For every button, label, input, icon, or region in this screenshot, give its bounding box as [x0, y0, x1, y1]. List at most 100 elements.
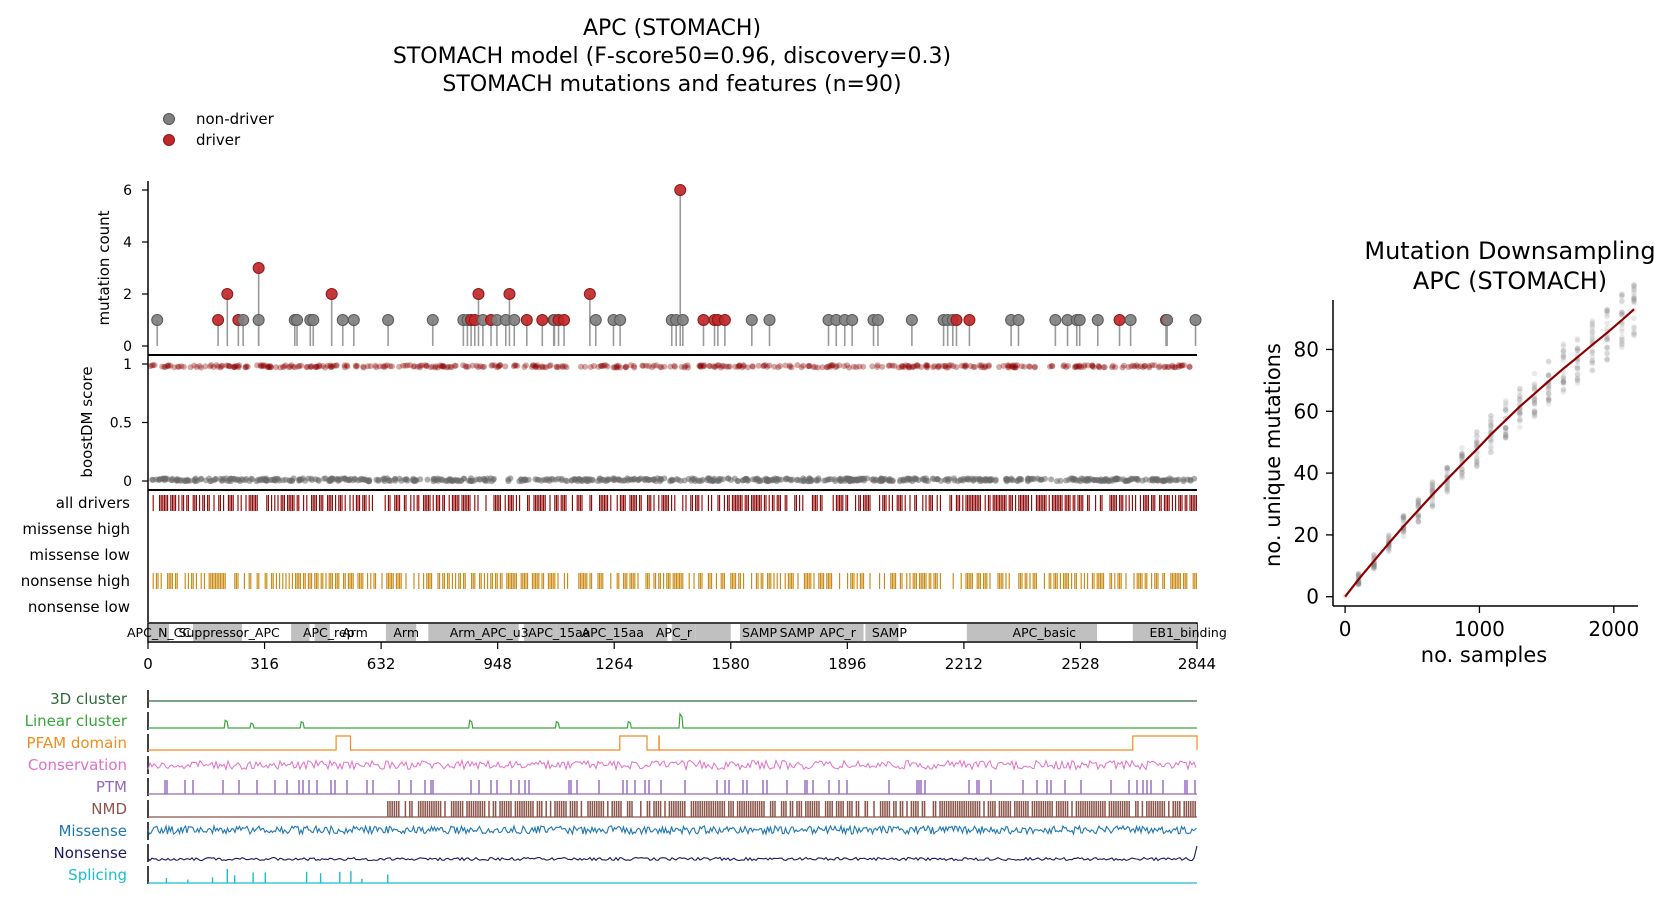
boostdm-point-driver — [258, 363, 264, 370]
downsampling-point — [1560, 347, 1567, 354]
feature-label: Splicing — [68, 866, 127, 884]
downsampling-point — [1429, 481, 1436, 488]
feature-label: Missense — [58, 822, 127, 840]
downsampling-point — [1589, 359, 1596, 366]
boostdm-point-driver — [259, 362, 266, 369]
downsampling-point — [1444, 488, 1450, 495]
boostdm-point-driver — [298, 362, 305, 369]
downsampling-point — [1619, 341, 1625, 348]
downsampling-point — [1444, 486, 1450, 492]
boostdm-point-passenger — [611, 477, 617, 484]
boostdm-point-driver — [939, 363, 946, 369]
boostdm-point-driver — [559, 363, 566, 369]
downsampling-point — [1545, 401, 1552, 407]
driver-tracks-panel: all drivers missense high missense low nons… — [21, 490, 1197, 622]
boostdm-point-driver — [229, 363, 236, 370]
boostdm-point-driver — [290, 363, 297, 370]
downsampling-point — [1400, 514, 1407, 520]
downsampling-point — [1474, 438, 1480, 444]
lollipop-head-driver — [221, 288, 234, 300]
boostdm-point-driver — [432, 364, 439, 371]
boostdm-point-driver — [931, 363, 938, 370]
boostdm-point-driver — [735, 363, 742, 370]
boostdm-point-driver — [148, 362, 155, 369]
boostdm-point-passenger — [558, 475, 565, 482]
boostdm-point-driver — [740, 363, 747, 370]
boostdm-point-driver — [886, 362, 893, 369]
boostdm-point-driver — [1084, 362, 1091, 369]
downsampling-point — [1619, 328, 1625, 335]
downsampling-point — [1415, 519, 1422, 525]
boostdm-point-passenger — [1122, 477, 1129, 484]
downsampling-point — [1502, 400, 1509, 406]
boostdm-point-driver — [1146, 362, 1153, 369]
downsampling-point — [1459, 466, 1465, 473]
boostdm-point-driver — [658, 364, 665, 371]
downsampling-point — [1371, 562, 1377, 569]
downsampling-point — [1604, 344, 1610, 351]
boostdm-point-driver — [760, 362, 767, 369]
boostdm-point-passenger — [912, 475, 919, 482]
boostdm-point-driver — [150, 362, 157, 369]
boostdm-point-driver — [1012, 362, 1019, 369]
downsampling-point — [1371, 565, 1377, 572]
boostdm-point-driver — [407, 362, 414, 369]
downsampling-point — [1488, 413, 1494, 419]
downsampling-point — [1589, 334, 1596, 341]
downsampling-point — [1545, 384, 1552, 391]
downsampling-point — [1631, 325, 1637, 331]
domain-box — [385, 624, 417, 641]
boostdm-point-driver — [739, 364, 746, 371]
boostdm-point-driver — [208, 362, 215, 369]
downsampling-point — [1560, 379, 1567, 385]
boostdm-point-driver — [254, 362, 261, 369]
boostdm-point-driver — [330, 362, 337, 369]
boostdm-points — [147, 362, 1198, 485]
downsampling-point — [1386, 548, 1392, 554]
protein-x-tick-label: 632 — [367, 655, 396, 673]
lollipop-head-non-driver — [676, 314, 689, 326]
boostdm-point-passenger — [1180, 476, 1187, 483]
protein-x-tick-label: 1580 — [712, 655, 750, 673]
downsampling-point — [1400, 528, 1407, 535]
downsampling-point — [1604, 350, 1610, 357]
boostdm-point-passenger — [800, 478, 807, 485]
boostdm-point-driver — [308, 364, 315, 371]
boostdm-point-driver — [438, 363, 445, 370]
boostdm-point-driver — [400, 362, 407, 369]
boostdm-panel: 00.51 boostDM score — [78, 355, 1198, 491]
legend-marker-driver — [163, 134, 175, 146]
downsampling-point — [1415, 496, 1422, 502]
boostdm-point-driver — [1179, 362, 1186, 369]
downsampling-point — [1444, 468, 1450, 474]
driver-track-label: all drivers — [56, 494, 130, 512]
downsampling-point — [1400, 515, 1407, 521]
downsampling-point — [1560, 380, 1567, 387]
boostdm-point-passenger — [184, 476, 191, 483]
downsampling-point — [1631, 282, 1637, 288]
boostdm-point-passenger — [375, 477, 382, 484]
downsampling-point — [1459, 453, 1465, 459]
boostdm-point-driver — [723, 363, 730, 370]
downsampling-point — [1589, 332, 1596, 339]
boostdm-point-driver — [640, 362, 647, 369]
boostdm-point-driver — [806, 363, 813, 370]
boostdm-point-driver — [226, 363, 233, 370]
downsampling-point — [1560, 341, 1567, 347]
boostdm-point-passenger — [960, 477, 966, 484]
boostdm-point-driver — [159, 363, 166, 370]
downsampling-point — [1415, 514, 1422, 521]
boostdm-point-driver — [711, 364, 718, 371]
boostdm-point-driver — [812, 364, 819, 371]
boostdm-point-driver — [923, 362, 930, 369]
boostdm-point-passenger — [391, 476, 398, 482]
downsampling-point — [1531, 384, 1538, 390]
downsampling-point — [1531, 408, 1538, 414]
boostdm-point-driver — [469, 362, 476, 369]
downsampling-point — [1444, 464, 1450, 471]
boostdm-point-driver — [905, 363, 912, 369]
boostdm-point-driver — [462, 363, 469, 370]
boostdm-point-driver — [684, 362, 691, 369]
main-title-line-2: STOMACH model (F-score50=0.96, discovery… — [393, 44, 951, 69]
downsampling-point — [1444, 465, 1450, 471]
